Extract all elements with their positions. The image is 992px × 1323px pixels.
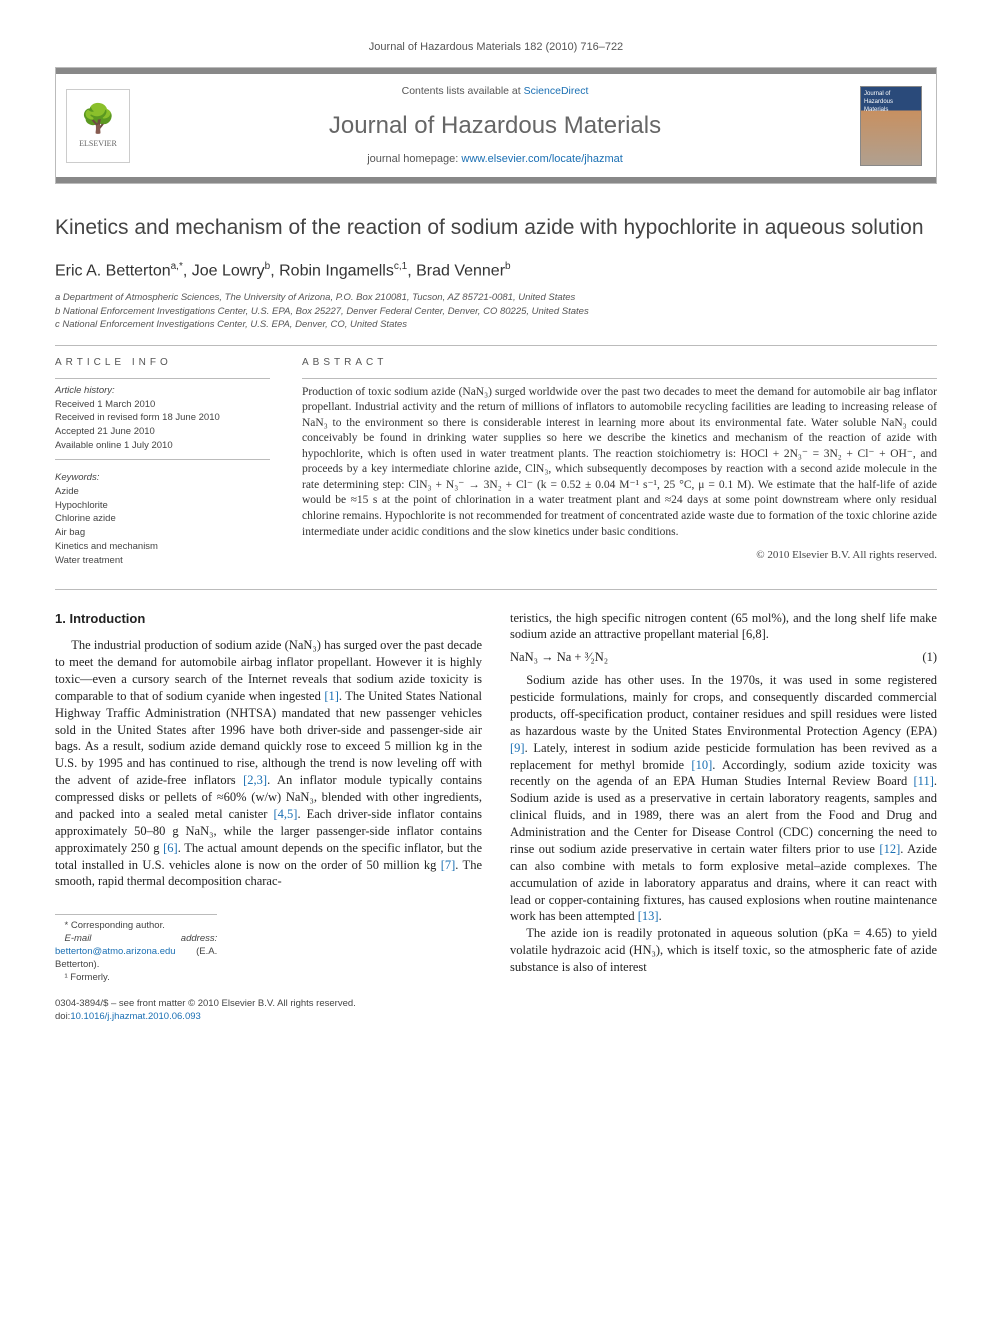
- affiliations: a Department of Atmospheric Sciences, Th…: [55, 291, 937, 331]
- section-heading: 1. Introduction: [55, 610, 482, 628]
- doi-line: doi:10.1016/j.jhazmat.2010.06.093: [55, 1011, 937, 1024]
- article-info-heading: article info: [55, 356, 270, 370]
- journal-header: ELSEVIER Contents lists available at Sci…: [55, 67, 937, 184]
- homepage-link[interactable]: www.elsevier.com/locate/jhazmat: [461, 153, 622, 165]
- info-divider: [55, 459, 270, 460]
- body-paragraph: The azide ion is readily protonated in a…: [510, 925, 937, 976]
- keyword: Chlorine azide: [55, 513, 270, 526]
- front-matter-line: 0304-3894/$ – see front matter © 2010 El…: [55, 998, 937, 1011]
- abstract-heading: abstract: [302, 356, 937, 370]
- footnotes: * Corresponding author. E-mail address: …: [55, 914, 217, 984]
- abstract-text: Production of toxic sodium azide (NaN₃) …: [302, 385, 937, 540]
- doi-link[interactable]: 10.1016/j.jhazmat.2010.06.093: [70, 1011, 200, 1022]
- history-accepted: Accepted 21 June 2010: [55, 426, 270, 439]
- copyright: © 2010 Elsevier B.V. All rights reserved…: [302, 548, 937, 563]
- equation-body: NaN₃ → Na + ³⁄₂N₂: [510, 649, 608, 666]
- affiliation-c: c National Enforcement Investigations Ce…: [55, 318, 937, 331]
- citation-line: Journal of Hazardous Materials 182 (2010…: [55, 40, 937, 55]
- email-label: E-mail address:: [65, 933, 218, 944]
- keyword: Kinetics and mechanism: [55, 541, 270, 554]
- divider: [55, 589, 937, 590]
- history-online: Available online 1 July 2010: [55, 440, 270, 453]
- author-email-link[interactable]: betterton@atmo.arizona.edu: [55, 946, 176, 957]
- affiliation-b: b National Enforcement Investigations Ce…: [55, 305, 937, 318]
- email-line: E-mail address: betterton@atmo.arizona.e…: [55, 933, 217, 971]
- article-body: 1. Introduction The industrial productio…: [55, 610, 937, 985]
- affiliation-a: a Department of Atmospheric Sciences, Th…: [55, 291, 937, 304]
- contents-available: Contents lists available at ScienceDirec…: [144, 84, 846, 98]
- page-footer: 0304-3894/$ – see front matter © 2010 El…: [55, 998, 937, 1024]
- doi-label: doi:: [55, 1011, 70, 1022]
- equation-1: NaN₃ → Na + ³⁄₂N₂ (1): [510, 649, 937, 666]
- keyword: Azide: [55, 486, 270, 499]
- elsevier-label: ELSEVIER: [79, 139, 117, 150]
- contents-prefix: Contents lists available at: [402, 85, 524, 97]
- info-divider: [55, 378, 270, 379]
- journal-homepage: journal homepage: www.elsevier.com/locat…: [144, 152, 846, 167]
- history-received: Received 1 March 2010: [55, 399, 270, 412]
- elsevier-logo: ELSEVIER: [66, 89, 130, 163]
- divider: [55, 345, 937, 346]
- equation-number: (1): [922, 649, 937, 666]
- keyword: Hypochlorite: [55, 500, 270, 513]
- abstract-divider: [302, 378, 937, 379]
- formerly-note: ¹ Formerly.: [55, 972, 217, 985]
- abstract-block: abstract Production of toxic sodium azid…: [302, 356, 937, 568]
- history-heading: Article history:: [55, 385, 270, 398]
- article-title: Kinetics and mechanism of the reaction o…: [55, 214, 937, 241]
- body-paragraph: teristics, the high specific nitrogen co…: [510, 610, 937, 644]
- keyword: Air bag: [55, 527, 270, 540]
- keywords-heading: Keywords:: [55, 472, 270, 485]
- homepage-prefix: journal homepage:: [367, 153, 461, 165]
- body-paragraph: Sodium azide has other uses. In the 1970…: [510, 672, 937, 925]
- keyword: Water treatment: [55, 555, 270, 568]
- authors: Eric A. Bettertona,*, Joe Lowryb, Robin …: [55, 260, 937, 282]
- history-revised: Received in revised form 18 June 2010: [55, 412, 270, 425]
- sciencedirect-link[interactable]: ScienceDirect: [524, 85, 589, 97]
- corresponding-author: * Corresponding author.: [55, 920, 217, 933]
- journal-name: Journal of Hazardous Materials: [144, 110, 846, 142]
- body-paragraph: The industrial production of sodium azid…: [55, 637, 482, 890]
- journal-cover-thumb: [860, 86, 922, 166]
- header-bottom-bar: [56, 177, 936, 183]
- article-info-block: article info Article history: Received 1…: [55, 356, 270, 568]
